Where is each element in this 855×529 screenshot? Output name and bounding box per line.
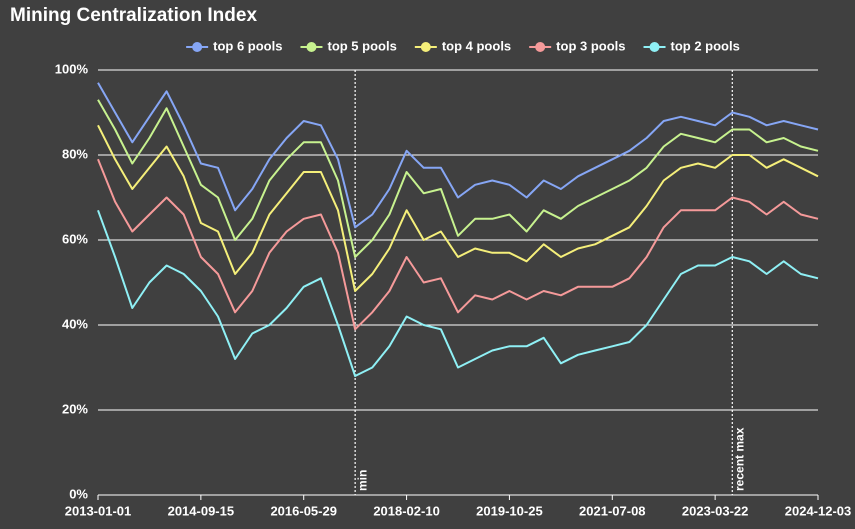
x-tick-label: 2018-02-10 <box>373 503 440 518</box>
x-tick-label: 2019-10-25 <box>476 503 543 518</box>
legend-label: top 2 pools <box>671 38 740 53</box>
legend-swatch <box>649 42 660 52</box>
series-line <box>97 99 819 258</box>
legend-item: top 4 pools <box>414 38 511 53</box>
x-tick-label: 2016-05-29 <box>270 503 337 518</box>
y-tick-label: 80% <box>62 146 88 161</box>
legend-swatch <box>420 42 431 52</box>
legend-swatch <box>535 42 546 52</box>
legend-label: top 5 pools <box>327 38 396 53</box>
x-tick-label: 2024-12-03 <box>785 503 852 518</box>
y-tick-label: 60% <box>62 231 88 246</box>
series-line <box>97 158 819 331</box>
legend-label: top 6 pools <box>213 38 282 53</box>
y-tick-label: 40% <box>62 316 88 331</box>
legend-swatch <box>192 42 203 52</box>
legend-swatch <box>306 42 317 52</box>
legend-label: top 4 pools <box>442 38 511 53</box>
y-tick-label: 100% <box>55 61 89 76</box>
x-tick-label: 2023-03-22 <box>682 503 749 518</box>
y-tick-label: 0% <box>69 486 88 501</box>
chart-title: Mining Centralization Index <box>10 5 257 26</box>
x-tick-label: 2014-09-15 <box>168 503 235 518</box>
series-line <box>97 209 819 377</box>
series-line <box>97 82 819 229</box>
annotation-label: min <box>355 470 369 491</box>
legend-item: top 5 pools <box>300 38 397 53</box>
legend-item: top 3 pools <box>529 38 626 53</box>
legend-item: top 2 pools <box>643 38 740 53</box>
y-tick-label: 20% <box>62 401 88 416</box>
legend-item: top 6 pools <box>186 38 282 53</box>
legend: top 6 pools top 5 pools top 4 pools top 3 p… <box>186 38 740 53</box>
series-line <box>97 124 819 292</box>
annotation-label: recent max <box>732 427 746 491</box>
x-tick-label: 2021-07-08 <box>579 503 646 518</box>
legend-label: top 3 pools <box>556 38 625 53</box>
x-tick-label: 2013-01-01 <box>65 503 132 518</box>
